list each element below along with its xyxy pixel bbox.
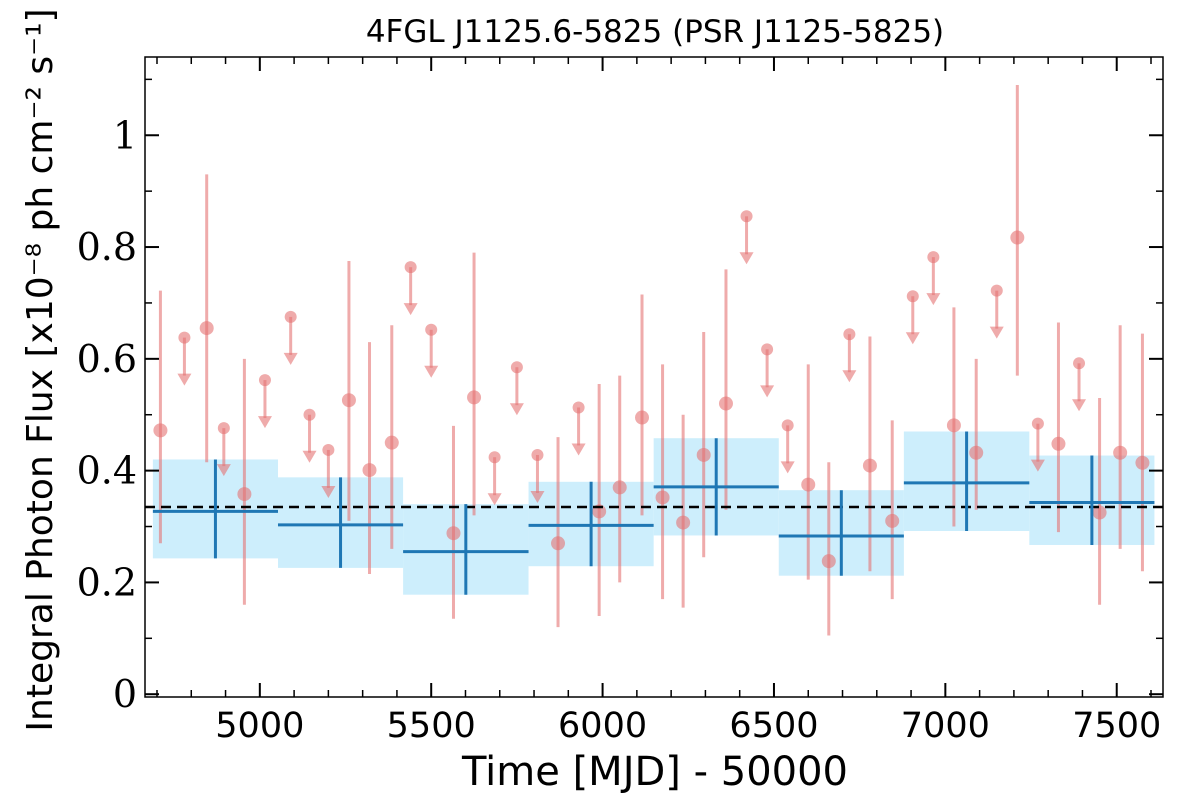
upper-limit-arrow-head (216, 464, 231, 477)
plot-frame (144, 56, 1164, 698)
upper-limit-arrow-head (1072, 399, 1087, 412)
upper-limit-arrow-head (321, 485, 336, 498)
upper-limit-point (404, 261, 417, 274)
upper-limit-point (1073, 357, 1086, 370)
monthly-flux-point (635, 410, 650, 425)
upper-limit-arrow-head (530, 490, 545, 503)
upper-limit-point (572, 401, 585, 414)
monthly-flux-point (718, 396, 733, 411)
x-axis-label: Time [MJD] - 50000 (461, 749, 848, 795)
x-tick-label: 7000 (901, 706, 990, 746)
y-axis-label: Integral Photon Flux [x10⁻⁸ ph cm⁻² s⁻¹] (20, 8, 61, 731)
upper-limit-point (510, 361, 523, 374)
upper-limit-arrow-head (1030, 459, 1045, 472)
upper-limit-point (531, 448, 544, 461)
monthly-flux-point (862, 458, 877, 473)
monthly-flux-point (1092, 505, 1107, 520)
upper-limit-arrow-head (842, 370, 857, 383)
upper-limit-point (425, 323, 438, 336)
upper-limit-arrow-head (739, 252, 754, 265)
upper-limit-point (217, 422, 230, 435)
monthly-flux-point (237, 487, 252, 502)
monthly-flux-point (1051, 436, 1066, 451)
upper-limit-point (740, 210, 753, 223)
upper-limit-point (1031, 417, 1044, 430)
monthly-flux-point (655, 490, 670, 505)
upper-limit-arrow-head (509, 403, 524, 416)
x-tick-label: 6500 (729, 706, 818, 746)
monthly-flux-point (801, 477, 816, 492)
x-tick-label: 7500 (1072, 706, 1161, 746)
monthly-flux-point (969, 445, 984, 460)
plot-area: 5000 5500 6000 6500 7000 7500 0 0.2 0.4 0.6 0.8 1 (77, 56, 1164, 746)
monthly-flux-point (946, 418, 961, 433)
upper-limit-arrow-head (403, 303, 418, 316)
y-tick-label: 0.6 (77, 337, 137, 381)
upper-limit-arrow-head (424, 365, 439, 378)
upper-limit-arrow-head (177, 373, 192, 386)
y-tick-label: 0.2 (77, 560, 137, 604)
monthly-flux-point (885, 513, 900, 528)
chart-title: 4FGL J1125.6-5825 (PSR J1125-5825) (366, 14, 944, 50)
y-tick-label: 0.8 (77, 225, 137, 269)
upper-limit-point (258, 374, 271, 387)
monthly-flux-point (153, 423, 168, 438)
monthly-flux-point (199, 321, 214, 336)
monthly-flux-point (676, 515, 691, 530)
monthly-flux-point (821, 554, 836, 569)
monthly-flux-point (612, 480, 627, 495)
upper-limit-arrow-head (571, 443, 586, 456)
monthly-flux-point (1135, 455, 1150, 470)
upper-limit-arrow-head (905, 332, 920, 345)
x-tick-label: 5500 (387, 706, 476, 746)
upper-limit-arrow-head (926, 293, 941, 306)
upper-limit-point (843, 328, 856, 341)
upper-limit-arrow-head (989, 326, 1004, 339)
monthly-flux-point (362, 463, 377, 478)
upper-limit-point (178, 331, 191, 344)
x-tick-label: 6000 (558, 706, 647, 746)
monthly-flux-point (551, 536, 566, 551)
monthly-flux-point (1010, 230, 1025, 245)
monthly-flux-point (384, 435, 399, 450)
upper-limit-arrow-head (487, 493, 502, 506)
upper-limit-point (488, 451, 501, 464)
upper-limit-point (906, 290, 919, 303)
upper-limit-arrow-head (257, 416, 272, 429)
monthly-flux-point (1113, 445, 1128, 460)
upper-limit-arrow-head (760, 385, 775, 398)
upper-limit-point (761, 343, 774, 356)
upper-limit-point (990, 284, 1003, 297)
x-tick-label: 5000 (215, 706, 304, 746)
upper-limit-arrow-head (780, 461, 795, 474)
monthly-flux-point (696, 447, 711, 462)
upper-limit-arrow-head (283, 352, 298, 365)
upper-limit-point (927, 251, 940, 264)
upper-limit-arrow-head (302, 450, 317, 463)
y-tick-label: 0 (113, 672, 137, 716)
monthly-flux-point (446, 526, 461, 541)
monthly-flux-point (467, 390, 482, 405)
upper-limit-point (322, 443, 335, 456)
upper-limit-point (303, 408, 316, 421)
upper-limit-point (284, 310, 297, 323)
monthly-flux-point (341, 393, 356, 408)
y-tick-label: 0.4 (77, 449, 137, 493)
upper-limit-point (781, 419, 794, 432)
y-tick-label: 1 (113, 113, 137, 157)
